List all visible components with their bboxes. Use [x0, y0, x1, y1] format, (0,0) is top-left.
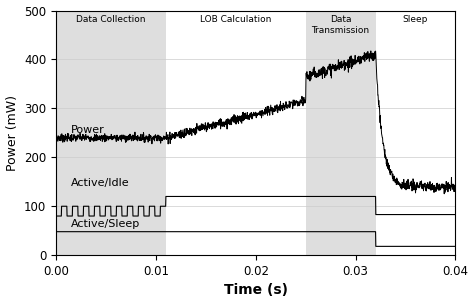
- Text: Active/Sleep: Active/Sleep: [71, 219, 140, 229]
- X-axis label: Time (s): Time (s): [224, 283, 288, 298]
- Bar: [306, 11, 375, 255]
- Text: Sleep: Sleep: [403, 15, 428, 25]
- Y-axis label: Power (mW): Power (mW): [6, 95, 18, 171]
- Text: Data Collection: Data Collection: [76, 15, 146, 25]
- Text: Active/Idle: Active/Idle: [71, 178, 130, 188]
- Text: Data
Transmission: Data Transmission: [311, 15, 370, 35]
- Bar: [56, 11, 166, 255]
- Text: Power: Power: [71, 125, 105, 135]
- Text: LOB Calculation: LOB Calculation: [200, 15, 272, 25]
